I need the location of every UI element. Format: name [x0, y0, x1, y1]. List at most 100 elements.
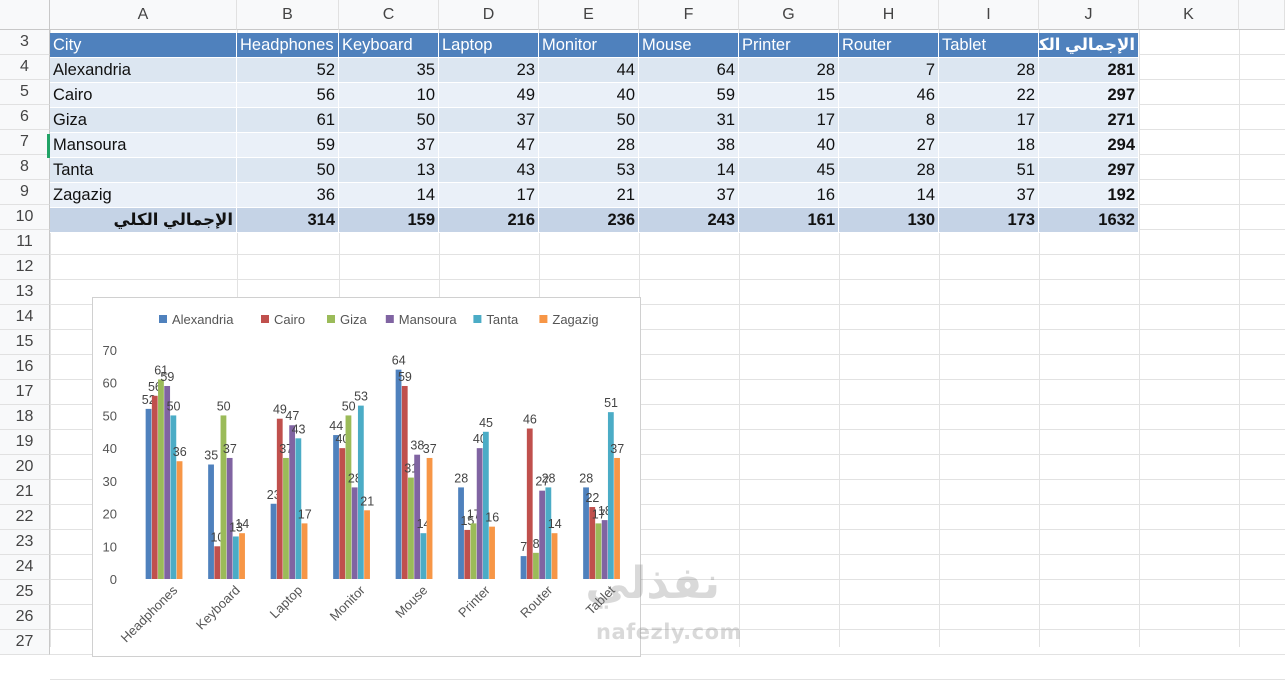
row-header-4[interactable]: 4 — [0, 55, 50, 80]
value-cell[interactable]: 37 — [439, 108, 539, 133]
value-cell[interactable]: 37 — [339, 133, 439, 158]
row-total-cell[interactable]: 271 — [1039, 108, 1139, 133]
row-header-18[interactable]: 18 — [0, 405, 50, 430]
column-header-c[interactable]: C — [339, 0, 439, 30]
table-header-cell[interactable]: Printer — [739, 33, 839, 58]
column-header-h[interactable]: H — [839, 0, 939, 30]
row-total-cell[interactable]: 297 — [1039, 158, 1139, 183]
value-cell[interactable]: 23 — [439, 58, 539, 83]
value-cell[interactable]: 8 — [839, 108, 939, 133]
value-cell[interactable]: 28 — [739, 58, 839, 83]
grand-total-cell[interactable]: 173 — [939, 208, 1039, 233]
table-header-cell[interactable]: الإجمالي الكلي — [1039, 33, 1139, 58]
row-header-23[interactable]: 23 — [0, 530, 50, 555]
city-cell[interactable]: Zagazig — [50, 183, 237, 208]
value-cell[interactable]: 13 — [339, 158, 439, 183]
value-cell[interactable]: 40 — [739, 133, 839, 158]
select-all-corner[interactable] — [0, 0, 50, 30]
value-cell[interactable]: 59 — [639, 83, 739, 108]
value-cell[interactable]: 53 — [539, 158, 639, 183]
value-cell[interactable]: 59 — [237, 133, 339, 158]
value-cell[interactable]: 37 — [939, 183, 1039, 208]
row-total-cell[interactable]: 192 — [1039, 183, 1139, 208]
value-cell[interactable]: 45 — [739, 158, 839, 183]
value-cell[interactable]: 28 — [539, 133, 639, 158]
row-header-24[interactable]: 24 — [0, 555, 50, 580]
grand-total-cell[interactable]: 236 — [539, 208, 639, 233]
grand-total-sum[interactable]: 1632 — [1039, 208, 1139, 233]
row-header-17[interactable]: 17 — [0, 380, 50, 405]
value-cell[interactable]: 10 — [339, 83, 439, 108]
column-header-f[interactable]: F — [639, 0, 739, 30]
value-cell[interactable]: 44 — [539, 58, 639, 83]
value-cell[interactable]: 14 — [839, 183, 939, 208]
column-header-a[interactable]: A — [50, 0, 237, 30]
column-header-j[interactable]: J — [1039, 0, 1139, 30]
value-cell[interactable]: 21 — [539, 183, 639, 208]
value-cell[interactable]: 17 — [939, 108, 1039, 133]
row-header-20[interactable]: 20 — [0, 455, 50, 480]
row-header-21[interactable]: 21 — [0, 480, 50, 505]
value-cell[interactable]: 37 — [639, 183, 739, 208]
city-cell[interactable]: Alexandria — [50, 58, 237, 83]
grand-total-cell[interactable]: 243 — [639, 208, 739, 233]
row-header-27[interactable]: 27 — [0, 630, 50, 655]
value-cell[interactable]: 14 — [339, 183, 439, 208]
value-cell[interactable]: 50 — [237, 158, 339, 183]
value-cell[interactable]: 49 — [439, 83, 539, 108]
table-header-cell[interactable]: City — [50, 33, 237, 58]
value-cell[interactable]: 18 — [939, 133, 1039, 158]
value-cell[interactable]: 64 — [639, 58, 739, 83]
value-cell[interactable]: 46 — [839, 83, 939, 108]
column-header-k[interactable]: K — [1139, 0, 1239, 30]
row-header-26[interactable]: 26 — [0, 605, 50, 630]
table-header-cell[interactable]: Mouse — [639, 33, 739, 58]
row-header-19[interactable]: 19 — [0, 430, 50, 455]
grand-total-cell[interactable]: 130 — [839, 208, 939, 233]
grand-total-cell[interactable]: 159 — [339, 208, 439, 233]
row-header-3[interactable]: 3 — [0, 30, 50, 55]
value-cell[interactable]: 51 — [939, 158, 1039, 183]
table-header-cell[interactable]: Keyboard — [339, 33, 439, 58]
city-cell[interactable]: Mansoura — [50, 133, 237, 158]
value-cell[interactable]: 16 — [739, 183, 839, 208]
row-header-10[interactable]: 10 — [0, 205, 50, 230]
value-cell[interactable]: 56 — [237, 83, 339, 108]
row-header-14[interactable]: 14 — [0, 305, 50, 330]
table-header-cell[interactable]: Laptop — [439, 33, 539, 58]
value-cell[interactable]: 61 — [237, 108, 339, 133]
row-header-9[interactable]: 9 — [0, 180, 50, 205]
row-header-7[interactable]: 7 — [0, 130, 50, 155]
row-header-8[interactable]: 8 — [0, 155, 50, 180]
value-cell[interactable]: 27 — [839, 133, 939, 158]
column-header-i[interactable]: I — [939, 0, 1039, 30]
value-cell[interactable]: 35 — [339, 58, 439, 83]
column-header-e[interactable]: E — [539, 0, 639, 30]
row-header-25[interactable]: 25 — [0, 580, 50, 605]
city-cell[interactable]: Tanta — [50, 158, 237, 183]
value-cell[interactable]: 28 — [939, 58, 1039, 83]
column-header-b[interactable]: B — [237, 0, 339, 30]
value-cell[interactable]: 31 — [639, 108, 739, 133]
grand-total-label[interactable]: الإجمالي الكلي — [50, 208, 237, 233]
clustered-column-chart[interactable]: 0 10 20 30 40 50 60 70 Alexandria Cairo Giza Mansou… — [92, 297, 641, 657]
value-cell[interactable]: 40 — [539, 83, 639, 108]
row-total-cell[interactable]: 281 — [1039, 58, 1139, 83]
row-header-5[interactable]: 5 — [0, 80, 50, 105]
row-header-6[interactable]: 6 — [0, 105, 50, 130]
value-cell[interactable]: 14 — [639, 158, 739, 183]
row-header-12[interactable]: 12 — [0, 255, 50, 280]
value-cell[interactable]: 15 — [739, 83, 839, 108]
grand-total-cell[interactable]: 314 — [237, 208, 339, 233]
value-cell[interactable]: 17 — [439, 183, 539, 208]
grand-total-cell[interactable]: 161 — [739, 208, 839, 233]
value-cell[interactable]: 36 — [237, 183, 339, 208]
value-cell[interactable]: 28 — [839, 158, 939, 183]
column-header-g[interactable]: G — [739, 0, 839, 30]
table-header-cell[interactable]: Monitor — [539, 33, 639, 58]
row-total-cell[interactable]: 294 — [1039, 133, 1139, 158]
value-cell[interactable]: 17 — [739, 108, 839, 133]
column-header-d[interactable]: D — [439, 0, 539, 30]
value-cell[interactable]: 52 — [237, 58, 339, 83]
value-cell[interactable]: 47 — [439, 133, 539, 158]
